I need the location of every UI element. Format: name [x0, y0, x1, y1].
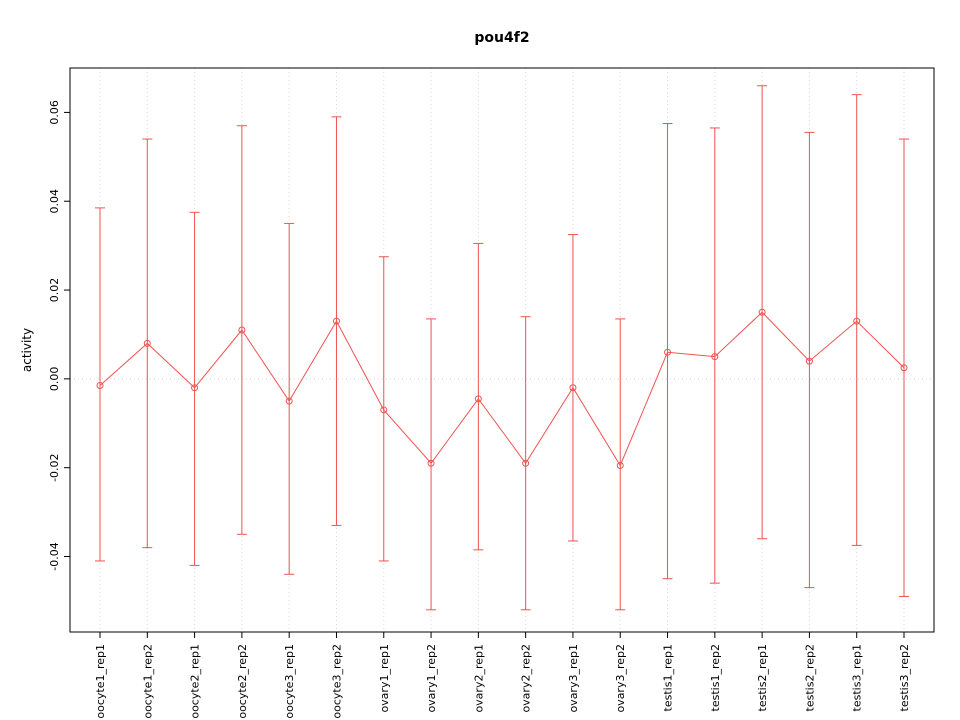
data-point [380, 406, 388, 414]
x-tick-label: ovary1_rep2 [425, 644, 438, 713]
plot-border [69, 67, 935, 633]
x-tick-label: testis3_rep1 [851, 644, 864, 711]
data-point [96, 382, 104, 390]
x-tick-label: ovary3_rep1 [567, 644, 580, 713]
data-point [853, 317, 861, 325]
chart-title: pou4f2 [474, 30, 530, 46]
data-point [900, 364, 908, 372]
data-point [805, 357, 813, 365]
x-tick-label: ovary1_rep1 [378, 644, 391, 713]
data-point [569, 384, 577, 392]
x-tick-label: oocyte3_rep1 [283, 644, 296, 719]
x-tick-label: oocyte2_rep1 [189, 644, 202, 719]
x-tick-label: testis1_rep1 [662, 644, 675, 711]
data-point [616, 461, 624, 469]
x-tick-label: ovary2_rep2 [520, 644, 533, 713]
y-tick-label: -0.04 [48, 542, 61, 570]
x-tick-label: oocyte1_rep1 [94, 644, 107, 719]
x-tick-label: testis1_rep2 [709, 644, 722, 711]
x-tick-label: oocyte3_rep2 [330, 644, 343, 719]
data-point [238, 326, 246, 334]
data-point [758, 308, 766, 316]
data-point [332, 317, 340, 325]
data-point [143, 339, 151, 347]
y-tick-label: 0.02 [48, 278, 61, 303]
data-point [664, 348, 672, 356]
data-point [474, 395, 482, 403]
data-point [522, 459, 530, 467]
data-point [285, 397, 293, 405]
y-tick-label: -0.02 [48, 453, 61, 481]
x-tick-label: ovary2_rep1 [472, 644, 485, 713]
x-tick-label: oocyte1_rep2 [141, 644, 154, 719]
data-point [711, 353, 719, 361]
x-tick-label: oocyte2_rep2 [236, 644, 249, 719]
y-tick-label: 0.00 [48, 367, 61, 392]
y-tick-label: 0.06 [48, 100, 61, 125]
x-tick-label: testis3_rep2 [898, 644, 911, 711]
x-tick-label: testis2_rep2 [803, 644, 816, 711]
x-tick-label: testis2_rep1 [756, 644, 769, 711]
series-line [99, 311, 905, 467]
data-point [191, 384, 199, 392]
y-tick-label: 0.04 [48, 189, 61, 214]
data-point [427, 459, 435, 467]
x-tick-label: ovary3_rep2 [614, 644, 627, 713]
